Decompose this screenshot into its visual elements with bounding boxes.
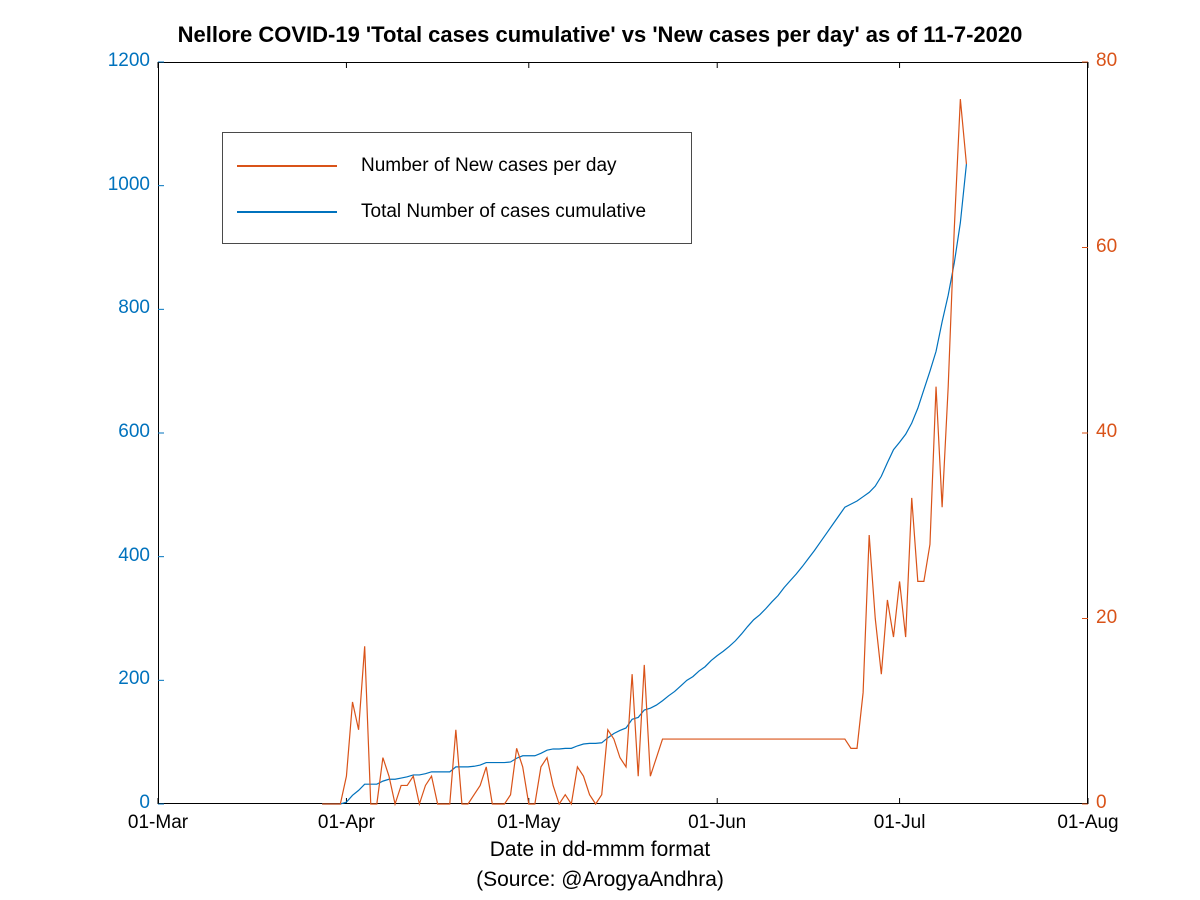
y-left-tick-label: 400 bbox=[118, 545, 150, 567]
x-tick-label: 01-Aug bbox=[1038, 812, 1138, 834]
y-left-tick-label: 600 bbox=[118, 421, 150, 443]
legend-label: Total Number of cases cumulative bbox=[361, 201, 646, 223]
x-tick-label: 01-Jun bbox=[667, 812, 767, 834]
y-left-tick-label: 0 bbox=[139, 792, 150, 814]
y-left-tick-label: 1200 bbox=[108, 50, 150, 72]
y-left-tick-label: 1000 bbox=[108, 174, 150, 196]
y-right-tick-label: 0 bbox=[1096, 792, 1107, 814]
y-right-tick-label: 80 bbox=[1096, 50, 1117, 72]
legend-item: Total Number of cases cumulative bbox=[237, 189, 677, 235]
y-left-tick-label: 800 bbox=[118, 297, 150, 319]
y-right-tick-label: 40 bbox=[1096, 421, 1117, 443]
legend-swatch bbox=[237, 165, 337, 167]
y-right-tick-label: 60 bbox=[1096, 236, 1117, 258]
legend-label: Number of New cases per day bbox=[361, 155, 617, 177]
x-tick-label: 01-Jul bbox=[850, 812, 950, 834]
chart-container: Nellore COVID-19 'Total cases cumulative… bbox=[0, 0, 1200, 900]
legend-item: Number of New cases per day bbox=[237, 143, 677, 189]
cumulative-line bbox=[322, 164, 966, 804]
x-tick-label: 01-Apr bbox=[296, 812, 396, 834]
x-tick-label: 01-May bbox=[479, 812, 579, 834]
y-right-tick-label: 20 bbox=[1096, 607, 1117, 629]
y-left-tick-label: 200 bbox=[118, 668, 150, 690]
x-tick-label: 01-Mar bbox=[108, 812, 208, 834]
legend-swatch bbox=[237, 211, 337, 213]
legend: Number of New cases per day Total Number … bbox=[222, 132, 692, 244]
